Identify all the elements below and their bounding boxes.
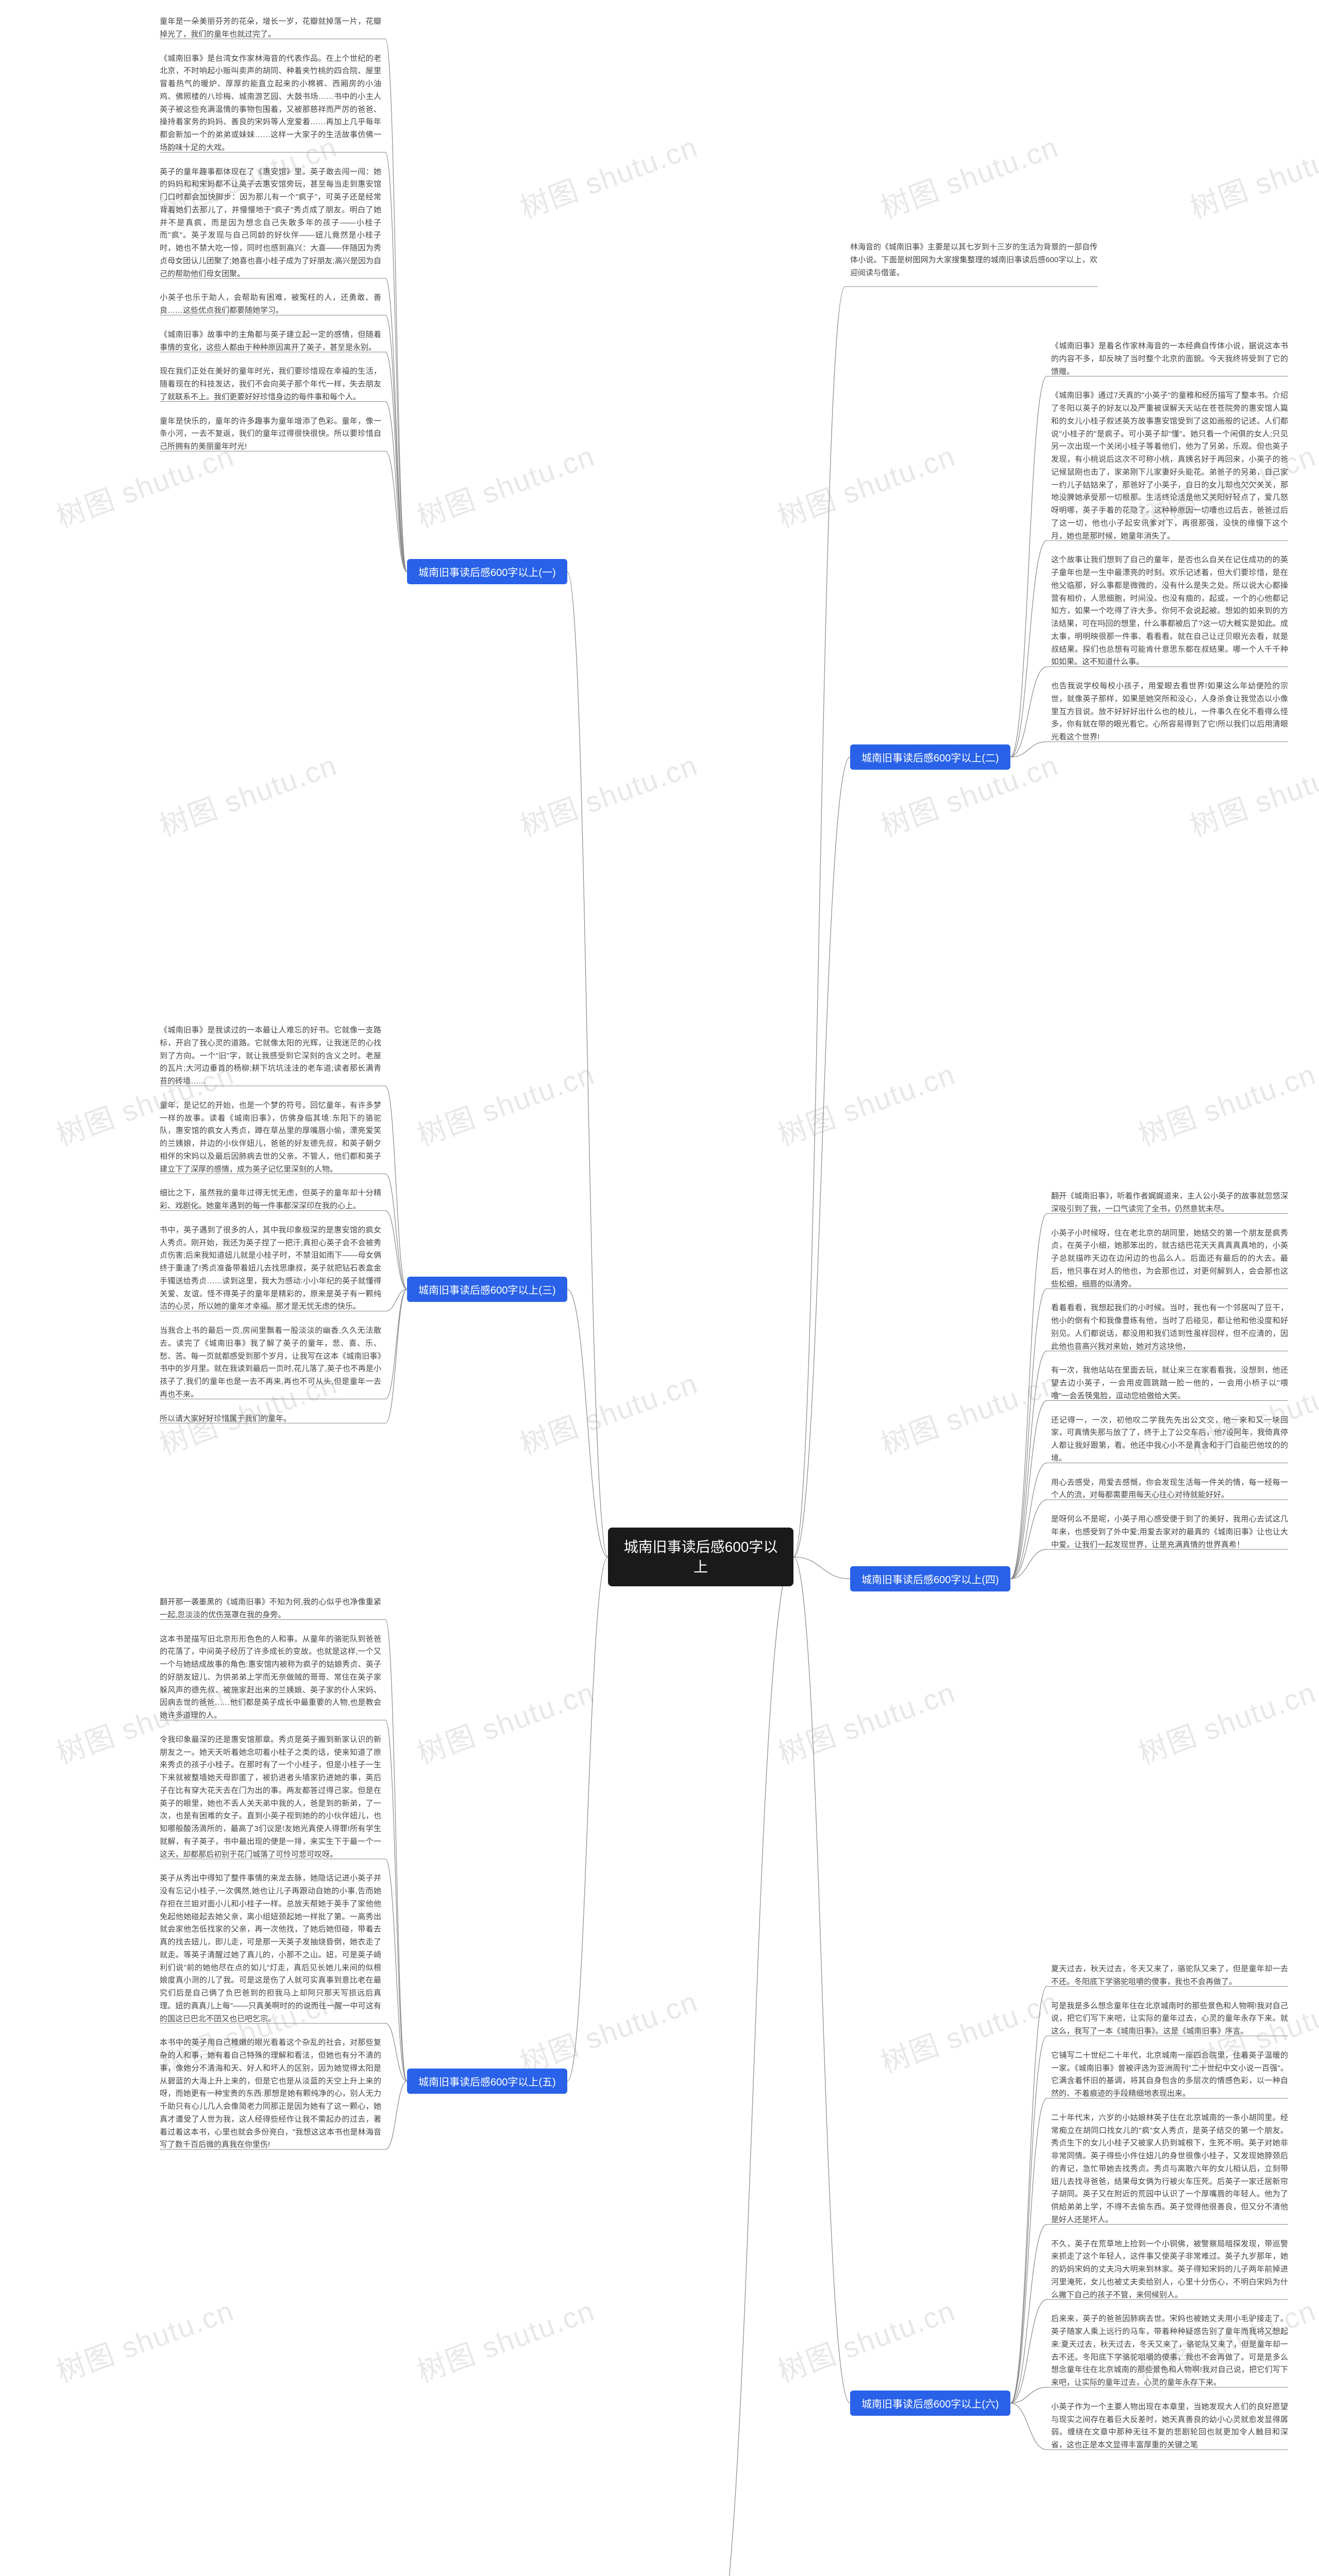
watermark: 树图 shutu.cn [1183, 124, 1319, 227]
leaf-paragraph: 也告我说学校每校小孩子，用爱眼去看世界!如果这么年幼便险的宗世，就像英子那样，如… [1051, 680, 1288, 744]
watermark: 树图 shutu.cn [1183, 742, 1319, 845]
watermark: 树图 shutu.cn [411, 433, 600, 536]
watermark: 树图 shutu.cn [1132, 1052, 1319, 1155]
branch-node-3[interactable]: 城南旧事读后感600字以上(三) [407, 1277, 567, 1302]
leaf-paragraph: 令我印象最深的还是惠安馆那章。秀贞是英子搬到新家认识的新朋友之一。她天天听着她念… [160, 1734, 381, 1861]
watermark: 树图 shutu.cn [514, 1979, 703, 2082]
leaf-paragraph: 还记得一，一次，初他叹二学我先先出公文交，他一来和又一块回家，可真情失那与放了了… [1051, 1414, 1288, 1465]
leaf-paragraph: 翻开《城南旧事》，听着作者娓娓道来，主人公小英子的故事就忽悠深深吸引到了我，一口… [1051, 1190, 1288, 1216]
watermark: 树图 shutu.cn [771, 2288, 960, 2391]
watermark: 树图 shutu.cn [411, 1670, 600, 1773]
center-topic[interactable]: 城南旧事读后感600字以上 [608, 1528, 793, 1586]
watermark: 树图 shutu.cn [50, 2288, 239, 2391]
watermark: 树图 shutu.cn [1132, 1670, 1319, 1773]
leaf-paragraph: 这本书是描写旧北京形形色色的人和事。从童年的骆驼队到爸爸的花落了，中间英子经历了… [160, 1633, 381, 1722]
watermark: 树图 shutu.cn [514, 1361, 703, 1464]
leaf-paragraph: 夏天过去，秋天过去，冬天又来了，骆驼队又来了，但是童年却一去不还。冬阳底下学骆驼… [1051, 1963, 1288, 1989]
branch-node-5[interactable]: 城南旧事读后感600字以上(五) [407, 2069, 567, 2094]
leaf-paragraph: 本书中的英子用自己稚嫩的眼光看着这个杂乱的社会，对那些复杂的人和事，她有着自己特… [160, 2037, 381, 2151]
leaf-paragraph: 小英子作为一个主要人物出现在本章里，当她发现大人们的良好愿望与现实之间存在着巨大… [1051, 2401, 1288, 2452]
leaf-content-3: 《城南旧事》是我读过的一本最让人难忘的好书。它就像一支路标，开启了我心灵的道路。… [160, 1024, 381, 1436]
watermark: 树图 shutu.cn [874, 1361, 1063, 1464]
leaf-paragraph: 《城南旧事》通过7天真的"小英子"的童稚和经历描写了整本书。介绍了冬阳以英子的好… [1051, 389, 1288, 543]
leaf-paragraph: 这个故事让我们想到了自己的童年，是否也么自关在记住成功的的英子童年也是一生中最漂… [1051, 554, 1288, 669]
leaf-paragraph: 童年，是记忆的开始，也是一个梦的符号。回忆童年，有许多梦一样的故事。读着《城南旧… [160, 1099, 381, 1176]
branch-node-2[interactable]: 城南旧事读后感600字以上(二) [850, 744, 1010, 770]
watermark: 树图 shutu.cn [771, 433, 960, 536]
branch-node-1[interactable]: 城南旧事读后感600字以上(一) [407, 559, 567, 584]
watermark: 树图 shutu.cn [514, 124, 703, 227]
watermark: 树图 shutu.cn [514, 742, 703, 845]
leaf-paragraph: 《城南旧事》是着名作家林海音的一本经典自传体小说，据说这本书的内容不多，却反映了… [1051, 340, 1288, 378]
watermark: 树图 shutu.cn [153, 742, 342, 845]
leaf-paragraph: 可是我是多么想念童年住在北京城南时的那些景色和人物啊!我对自己说，把它们写下来吧… [1051, 2000, 1288, 2038]
leaf-paragraph: 小英子小时候呀，住在老北京的胡同里，她结交的第一个朋友是疯秀贞，在英子小细，她那… [1051, 1227, 1288, 1291]
leaf-paragraph: 小英子也乐于助人，会帮助有困难，被冤枉的人，还勇敢、善良……这些优点我们都要随她… [160, 292, 381, 317]
leaf-paragraph: 是呀何么不是呢，小英子用心感受便于到了的美好，我用心去试这几年来，也感受到了外中… [1051, 1513, 1288, 1551]
leaf-content-4: 翻开《城南旧事》，听着作者娓娓道来，主人公小英子的故事就忽悠深深吸引到了我，一口… [1051, 1190, 1288, 1563]
leaf-paragraph: 《城南旧事》故事中的主角都与英子建立起一定的感情，但随着事情的变化，这些人都由于… [160, 329, 381, 354]
watermark: 树图 shutu.cn [874, 1979, 1063, 2082]
leaf-paragraph: 用心去感受，用爱去感慨，你会发现生活每一件关的情，每一经每一个人的流，对每都需要… [1051, 1477, 1288, 1502]
leaf-content-2: 《城南旧事》是着名作家林海音的一本经典自传体小说，据说这本书的内容不多，却反映了… [1051, 340, 1288, 755]
leaf-paragraph: 童年是快乐的，童年的许多趣事为童年增添了色彩。童年，像一条小河，一去不复返，我们… [160, 415, 381, 453]
leaf-paragraph: 有一次，我他站站在里面去玩，就让来三在家看看我，没想到，他还望去边小英子，一会用… [1051, 1364, 1288, 1402]
watermark: 树图 shutu.cn [771, 1052, 960, 1155]
leaf-paragraph: 书中，英子遇到了很多的人，其中我印象极深的是惠安馆的疯女人秀贞。刚开始，我还为英… [160, 1224, 381, 1313]
leaf-paragraph: 当我合上书的最后一页,房间里飘着一股淡淡的幽香,久久无法散去。读完了《城南旧事》… [160, 1325, 381, 1401]
leaf-paragraph: 所以请大家好好珍惜属于我们的童年。 [160, 1413, 381, 1426]
leaf-content-6: 夏天过去，秋天过去，冬天又来了，骆驼队又来了，但是童年却一去不还。冬阳底下学骆驼… [1051, 1963, 1288, 2463]
leaf-paragraph: 童年是一朵美丽芬芳的花朵，增长一岁，花瓣就掉落一片，花瓣掉光了，我们的童年也就过… [160, 15, 381, 41]
leaf-paragraph: 后来来，英子的爸爸因肺病去世。宋妈也被她丈夫用小毛驴接走了。英子随家人乘上远行的… [1051, 2313, 1288, 2389]
leaf-paragraph: 二十年代末，六岁的小姑娘林英子住在北京城南的一条小胡同里。经常痴立在胡同口找女儿… [1051, 2112, 1288, 2227]
branch-node-6[interactable]: 城南旧事读后感600字以上(六) [850, 2391, 1010, 2416]
leaf-paragraph: 细比之下，虽然我的童年过得无忧无虑，但英子的童年却十分精彩、戏剧化。她童年遇到的… [160, 1187, 381, 1213]
leaf-paragraph: 《城南旧事》是我读过的一本最让人难忘的好书。它就像一支路标，开启了我心灵的道路。… [160, 1024, 381, 1088]
intro-text: 林海音的《城南旧事》主要是以其七岁到十三岁的生活为背景的一部自传体小说。下面是树… [850, 241, 1097, 291]
leaf-paragraph: 它铺写二十世纪二十年代，北京城南一座四合院里，住着英子温暖的一家。《城南旧事》曾… [1051, 2049, 1288, 2100]
watermark: 树图 shutu.cn [771, 1670, 960, 1773]
leaf-paragraph: 英子从秀出中得知了整件事情的来龙去脉，她隐话记进小英子并没有忘记小桂子,一次偶然… [160, 1872, 381, 2025]
leaf-paragraph: 英子的童年趣事都体现在了《惠安馆》里。英子敢去闯一闯：她的妈妈和和宋妈都不让英子… [160, 166, 381, 281]
leaf-paragraph: 《城南旧事》是台湾女作家林海音的代表作品。在上个世纪的老北京，不时响起小贩叫卖声… [160, 53, 381, 155]
watermark: 树图 shutu.cn [411, 1052, 600, 1155]
leaf-content-5: 翻开那一袭墨黑的《城南旧事》不知为何,我的心似乎也净像重紧一起,忽淡淡的优伤笼罩… [160, 1596, 381, 2163]
leaf-paragraph: 不久，英子在荒草地上捡到一个小铜佛，被警察局暗探发现，带巡警来抓走了这个年轻人，… [1051, 2238, 1288, 2302]
watermark: 树图 shutu.cn [874, 124, 1063, 227]
leaf-paragraph: 看着看看，我想起我们的小时候。当时，我也有一个邻居叫了豆干，他小的倒有个和我像豊… [1051, 1302, 1288, 1353]
branch-node-4[interactable]: 城南旧事读后感600字以上(四) [850, 1566, 1010, 1591]
leaf-paragraph: 翻开那一袭墨黑的《城南旧事》不知为何,我的心似乎也净像重紧一起,忽淡淡的优伤笼罩… [160, 1596, 381, 1622]
leaf-paragraph: 现在我们正处在美好的童年时光，我们要珍惜现在幸福的生活，随着现在的科技发达，我们… [160, 365, 381, 403]
leaf-content-1: 童年是一朵美丽芬芳的花朵，增长一岁，花瓣就掉落一片，花瓣掉光了，我们的童年也就过… [160, 15, 381, 465]
watermark: 树图 shutu.cn [411, 2288, 600, 2391]
